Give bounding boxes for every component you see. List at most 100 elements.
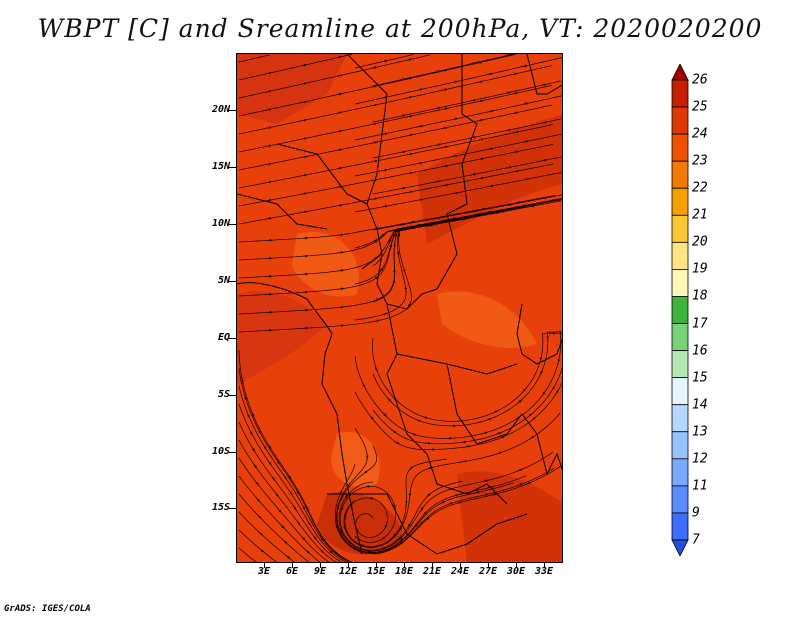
streamline-arrow	[506, 166, 512, 169]
streamline-arrow	[477, 118, 484, 122]
streamline	[238, 367, 352, 562]
streamline-arrow	[400, 223, 406, 226]
streamline-arrow	[372, 178, 378, 182]
streamline-arrow	[392, 279, 396, 285]
streamline-arrow	[296, 520, 301, 526]
streamline-arrow	[254, 480, 259, 486]
streamline-arrow	[301, 210, 308, 214]
colorbar-segment	[671, 377, 689, 406]
streamline-arrow	[382, 412, 387, 417]
streamline-arrow	[425, 517, 430, 521]
streamline-arrow	[373, 276, 378, 281]
streamline-arrow	[406, 58, 413, 62]
streamline-arrow	[523, 102, 529, 106]
streamline-arrow	[539, 356, 543, 362]
streamline-arrow	[474, 491, 480, 494]
streamline-arrow	[400, 186, 406, 190]
lat-label-15n: 15N	[211, 161, 230, 172]
streamline-arrow	[319, 548, 324, 553]
lat-tick	[229, 224, 236, 225]
streamline-arrow	[256, 497, 260, 502]
streamline	[343, 412, 561, 548]
streamline-arrow	[422, 416, 428, 419]
streamline-arrow	[388, 238, 392, 244]
streamline-arrow	[392, 545, 398, 549]
streamline-arrow	[513, 130, 519, 134]
lat-tick	[229, 508, 236, 509]
streamline	[238, 163, 554, 225]
footer-credit: GrADS: IGES/COLA	[4, 604, 91, 614]
streamline-arrow	[488, 485, 494, 489]
streamline-arrow	[482, 431, 488, 435]
streamline-arrow	[392, 429, 397, 434]
streamline-arrow	[453, 154, 459, 158]
colorbar	[671, 64, 689, 556]
streamline-arrow	[514, 169, 520, 173]
streamline	[238, 143, 554, 207]
streamline-arrow	[435, 216, 442, 220]
streamline-arrow	[336, 74, 342, 78]
streamline-arrow	[542, 196, 548, 200]
streamline	[238, 54, 517, 117]
streamline	[238, 493, 310, 562]
streamline-arrow	[371, 103, 378, 107]
streamline-arrow	[487, 109, 494, 113]
streamline-arrow	[515, 416, 521, 420]
lon-tick	[404, 563, 405, 568]
streamline-arrow	[419, 521, 424, 526]
streamline-arrow	[452, 117, 459, 121]
lat-label-10n: 10N	[211, 218, 230, 229]
streamline-arrow	[340, 495, 344, 501]
streamline-arrow	[442, 145, 449, 149]
streamline-arrow	[372, 257, 378, 261]
streamline-arrow	[529, 204, 535, 208]
streamline-arrow	[266, 180, 272, 184]
streamline	[336, 445, 527, 553]
streamline-arrow	[296, 489, 300, 495]
colorbar-label: 15	[692, 370, 708, 386]
streamline-arrow	[374, 227, 380, 230]
streamline-arrow	[340, 488, 343, 494]
streamline-arrow	[517, 483, 523, 487]
colorbar-segment	[671, 350, 689, 379]
streamline-arrow	[287, 474, 292, 479]
streamline	[238, 349, 353, 562]
streamline-arrow	[288, 489, 292, 495]
colorbar-segment	[671, 512, 689, 541]
streamline-arrow	[338, 251, 345, 254]
streamline-arrow	[338, 287, 345, 291]
colorbar-label: 23	[692, 153, 708, 169]
streamline-arrow	[244, 395, 247, 401]
streamline-arrow	[335, 523, 339, 529]
streamline	[354, 331, 562, 439]
streamline-arrow	[380, 537, 386, 541]
streamline-arrow	[529, 436, 535, 440]
lat-tick	[229, 338, 236, 339]
streamline-arrow	[398, 541, 404, 546]
streamline-arrow	[523, 177, 530, 181]
streamline-arrow	[382, 132, 388, 136]
streamline-arrow	[357, 550, 363, 553]
map-panel	[236, 53, 563, 563]
streamline	[336, 427, 514, 554]
colorbar-segment	[671, 106, 689, 135]
streamline-arrow	[276, 459, 280, 465]
streamline-arrow	[487, 72, 494, 76]
streamline-arrow	[513, 150, 520, 154]
streamline	[354, 382, 562, 450]
streamline-arrow	[336, 55, 342, 59]
streamline-arrow	[478, 176, 485, 180]
wbpt-field-map	[237, 54, 562, 562]
lat-tick	[229, 281, 236, 282]
streamline-arrow	[347, 539, 351, 544]
streamline-arrow	[266, 198, 272, 202]
streamline-arrow	[398, 527, 402, 532]
streamline-arrow	[337, 185, 343, 189]
streamline-arrow	[470, 99, 477, 102]
streamline-arrow	[345, 493, 349, 499]
streamline-arrow	[470, 136, 477, 139]
streamline-arrow	[435, 180, 442, 183]
streamline-arrow	[387, 397, 392, 402]
streamline-arrow	[523, 140, 529, 143]
streamline-arrow	[389, 244, 393, 250]
